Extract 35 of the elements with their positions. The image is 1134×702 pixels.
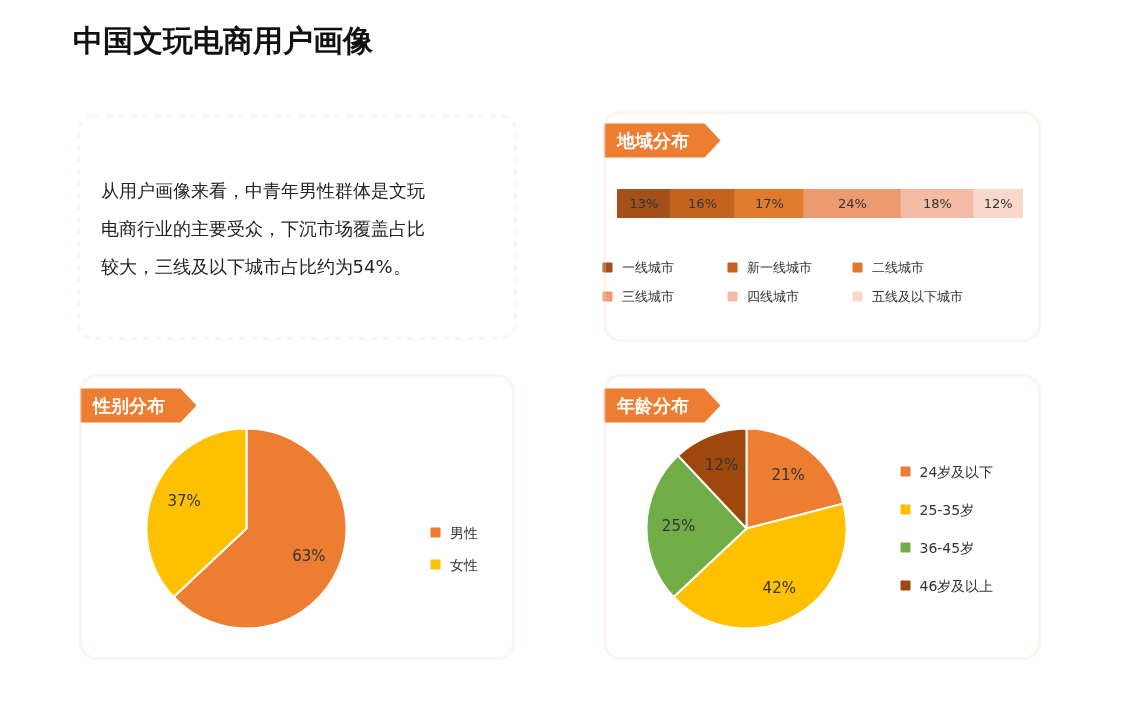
- text: 从用户画像来看，中青年男性群体是文玩电商行业的主要受众，下沉市场覆盖占比较大，三线及以下城市占比约为54%。: [100, 180, 425, 277]
- chart-title: 地域分布: [615, 130, 689, 151]
- legend-label: 46岁及以上: [919, 577, 994, 594]
- data-label: 37%: [167, 492, 201, 511]
- bar: [669, 189, 736, 218]
- legend-label: 女性: [449, 556, 478, 573]
- legend-label: 三线城市: [621, 289, 674, 304]
- legend-label: 一线城市: [621, 260, 674, 275]
- text: 中国文玩电商用户画像: [72, 23, 374, 58]
- legend-label: 男性: [449, 524, 478, 541]
- data-label: 24%: [837, 196, 867, 211]
- bar: [803, 189, 902, 218]
- data-label: 16%: [688, 196, 718, 211]
- legend-label: 四线城市: [746, 289, 799, 304]
- data-label: 21%: [771, 465, 805, 484]
- bar: [973, 189, 1023, 218]
- data-label: 12%: [704, 456, 739, 475]
- legend-label: 五线及以下城市: [871, 289, 963, 304]
- data-label: 25%: [661, 517, 696, 536]
- bar: [734, 189, 805, 218]
- data-label: 42%: [762, 579, 796, 598]
- data-label: 12%: [983, 196, 1013, 211]
- data-label: 18%: [923, 196, 952, 211]
- chart-title: 年龄分布: [615, 395, 689, 416]
- data-label: 13%: [629, 196, 659, 211]
- chart-title: 性别分布: [91, 395, 165, 416]
- legend-label: 25-35岁: [919, 501, 975, 518]
- legend-label: 36-45岁: [919, 539, 975, 556]
- bar: [617, 189, 671, 218]
- data-label: 17%: [754, 196, 784, 211]
- legend-label: 24岁及以下: [919, 463, 994, 480]
- bar: [900, 189, 975, 218]
- legend-label: 新一线城市: [746, 260, 812, 275]
- data-label: 63%: [292, 546, 326, 565]
- legend-label: 二线城市: [871, 260, 924, 275]
